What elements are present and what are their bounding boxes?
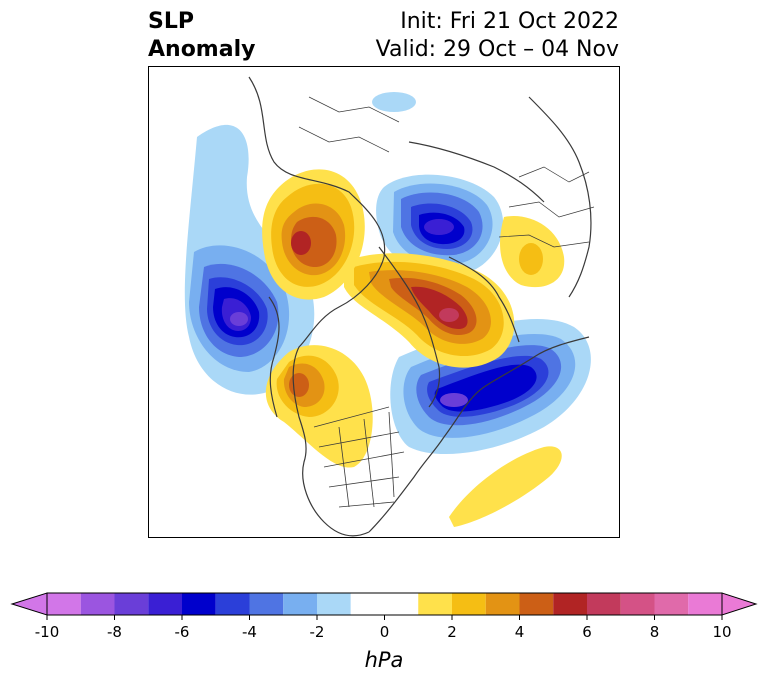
colorbar: -10 -8 -6 -4 -2 0 2 4 6 8 10 hPa bbox=[10, 592, 758, 672]
slp-anomaly-map bbox=[148, 66, 620, 538]
colorbar-band bbox=[47, 593, 81, 615]
colorbar-tick-label: -4 bbox=[242, 623, 257, 641]
colorbar-extend-max bbox=[721, 592, 758, 616]
colorbar-tick-label: 10 bbox=[712, 623, 731, 641]
forecast-dates: Init: Fri 21 Oct 2022 Valid: 29 Oct – 04… bbox=[376, 8, 619, 64]
colorbar-tick-label: 6 bbox=[582, 623, 592, 641]
anomaly-europe-positive bbox=[500, 216, 565, 288]
colorbar-band bbox=[80, 593, 115, 615]
colorbar-extend-min bbox=[10, 592, 48, 616]
colorbar-band bbox=[452, 593, 486, 615]
map-title: SLP Anomaly bbox=[148, 8, 255, 64]
colorbar-tick-label: -6 bbox=[175, 623, 190, 641]
anomaly-arctic-high bbox=[344, 253, 515, 368]
state-boundaries bbox=[313, 406, 405, 508]
anomaly-east-siberia-high bbox=[262, 169, 365, 300]
title-variable: SLP bbox=[148, 9, 194, 34]
colorbar-band bbox=[317, 593, 351, 615]
colorbar-tick-label: 4 bbox=[515, 623, 525, 641]
colorbar-band bbox=[283, 593, 317, 615]
colorbar-tick-label: 0 bbox=[380, 623, 390, 641]
colorbar-band bbox=[485, 593, 520, 615]
colorbar-tick-label: -8 bbox=[107, 623, 122, 641]
colorbar-band bbox=[519, 593, 554, 615]
anomaly-western-na-high bbox=[265, 345, 373, 468]
colorbar-band bbox=[587, 593, 621, 615]
colorbar-tick-label: -10 bbox=[35, 623, 60, 641]
valid-range: Valid: 29 Oct – 04 Nov bbox=[375, 37, 619, 62]
colorbar-ticks: -10 -8 -6 -4 -2 0 2 4 6 8 10 bbox=[35, 615, 732, 641]
colorbar-band bbox=[688, 593, 722, 615]
coastlines bbox=[248, 76, 592, 537]
colorbar-band bbox=[418, 593, 452, 615]
colorbar-tick-label: -2 bbox=[310, 623, 325, 641]
title-quantity: Anomaly bbox=[148, 37, 256, 62]
colorbar-band bbox=[350, 593, 419, 615]
init-date: Init: Fri 21 Oct 2022 bbox=[400, 9, 619, 34]
colorbar-band bbox=[553, 593, 587, 615]
anomaly-aleutian-low bbox=[184, 124, 315, 395]
anomaly-siberian-negative bbox=[372, 92, 504, 276]
colorbar-band bbox=[249, 593, 284, 615]
country-boundaries bbox=[298, 96, 595, 248]
colorbar-band bbox=[148, 593, 182, 615]
colorbar-tick-label: 2 bbox=[447, 623, 457, 641]
colorbar-segments bbox=[10, 592, 758, 616]
colorbar-band bbox=[620, 593, 655, 615]
colorbar-band bbox=[215, 593, 250, 615]
anomaly-atlantic-positive bbox=[449, 446, 562, 527]
colorbar-tick-label: 8 bbox=[650, 623, 660, 641]
colorbar-band bbox=[654, 593, 689, 615]
colorbar-unit-label: hPa bbox=[365, 648, 404, 672]
colorbar-band bbox=[182, 593, 216, 615]
colorbar-band bbox=[114, 593, 149, 615]
map-canvas bbox=[184, 76, 595, 537]
